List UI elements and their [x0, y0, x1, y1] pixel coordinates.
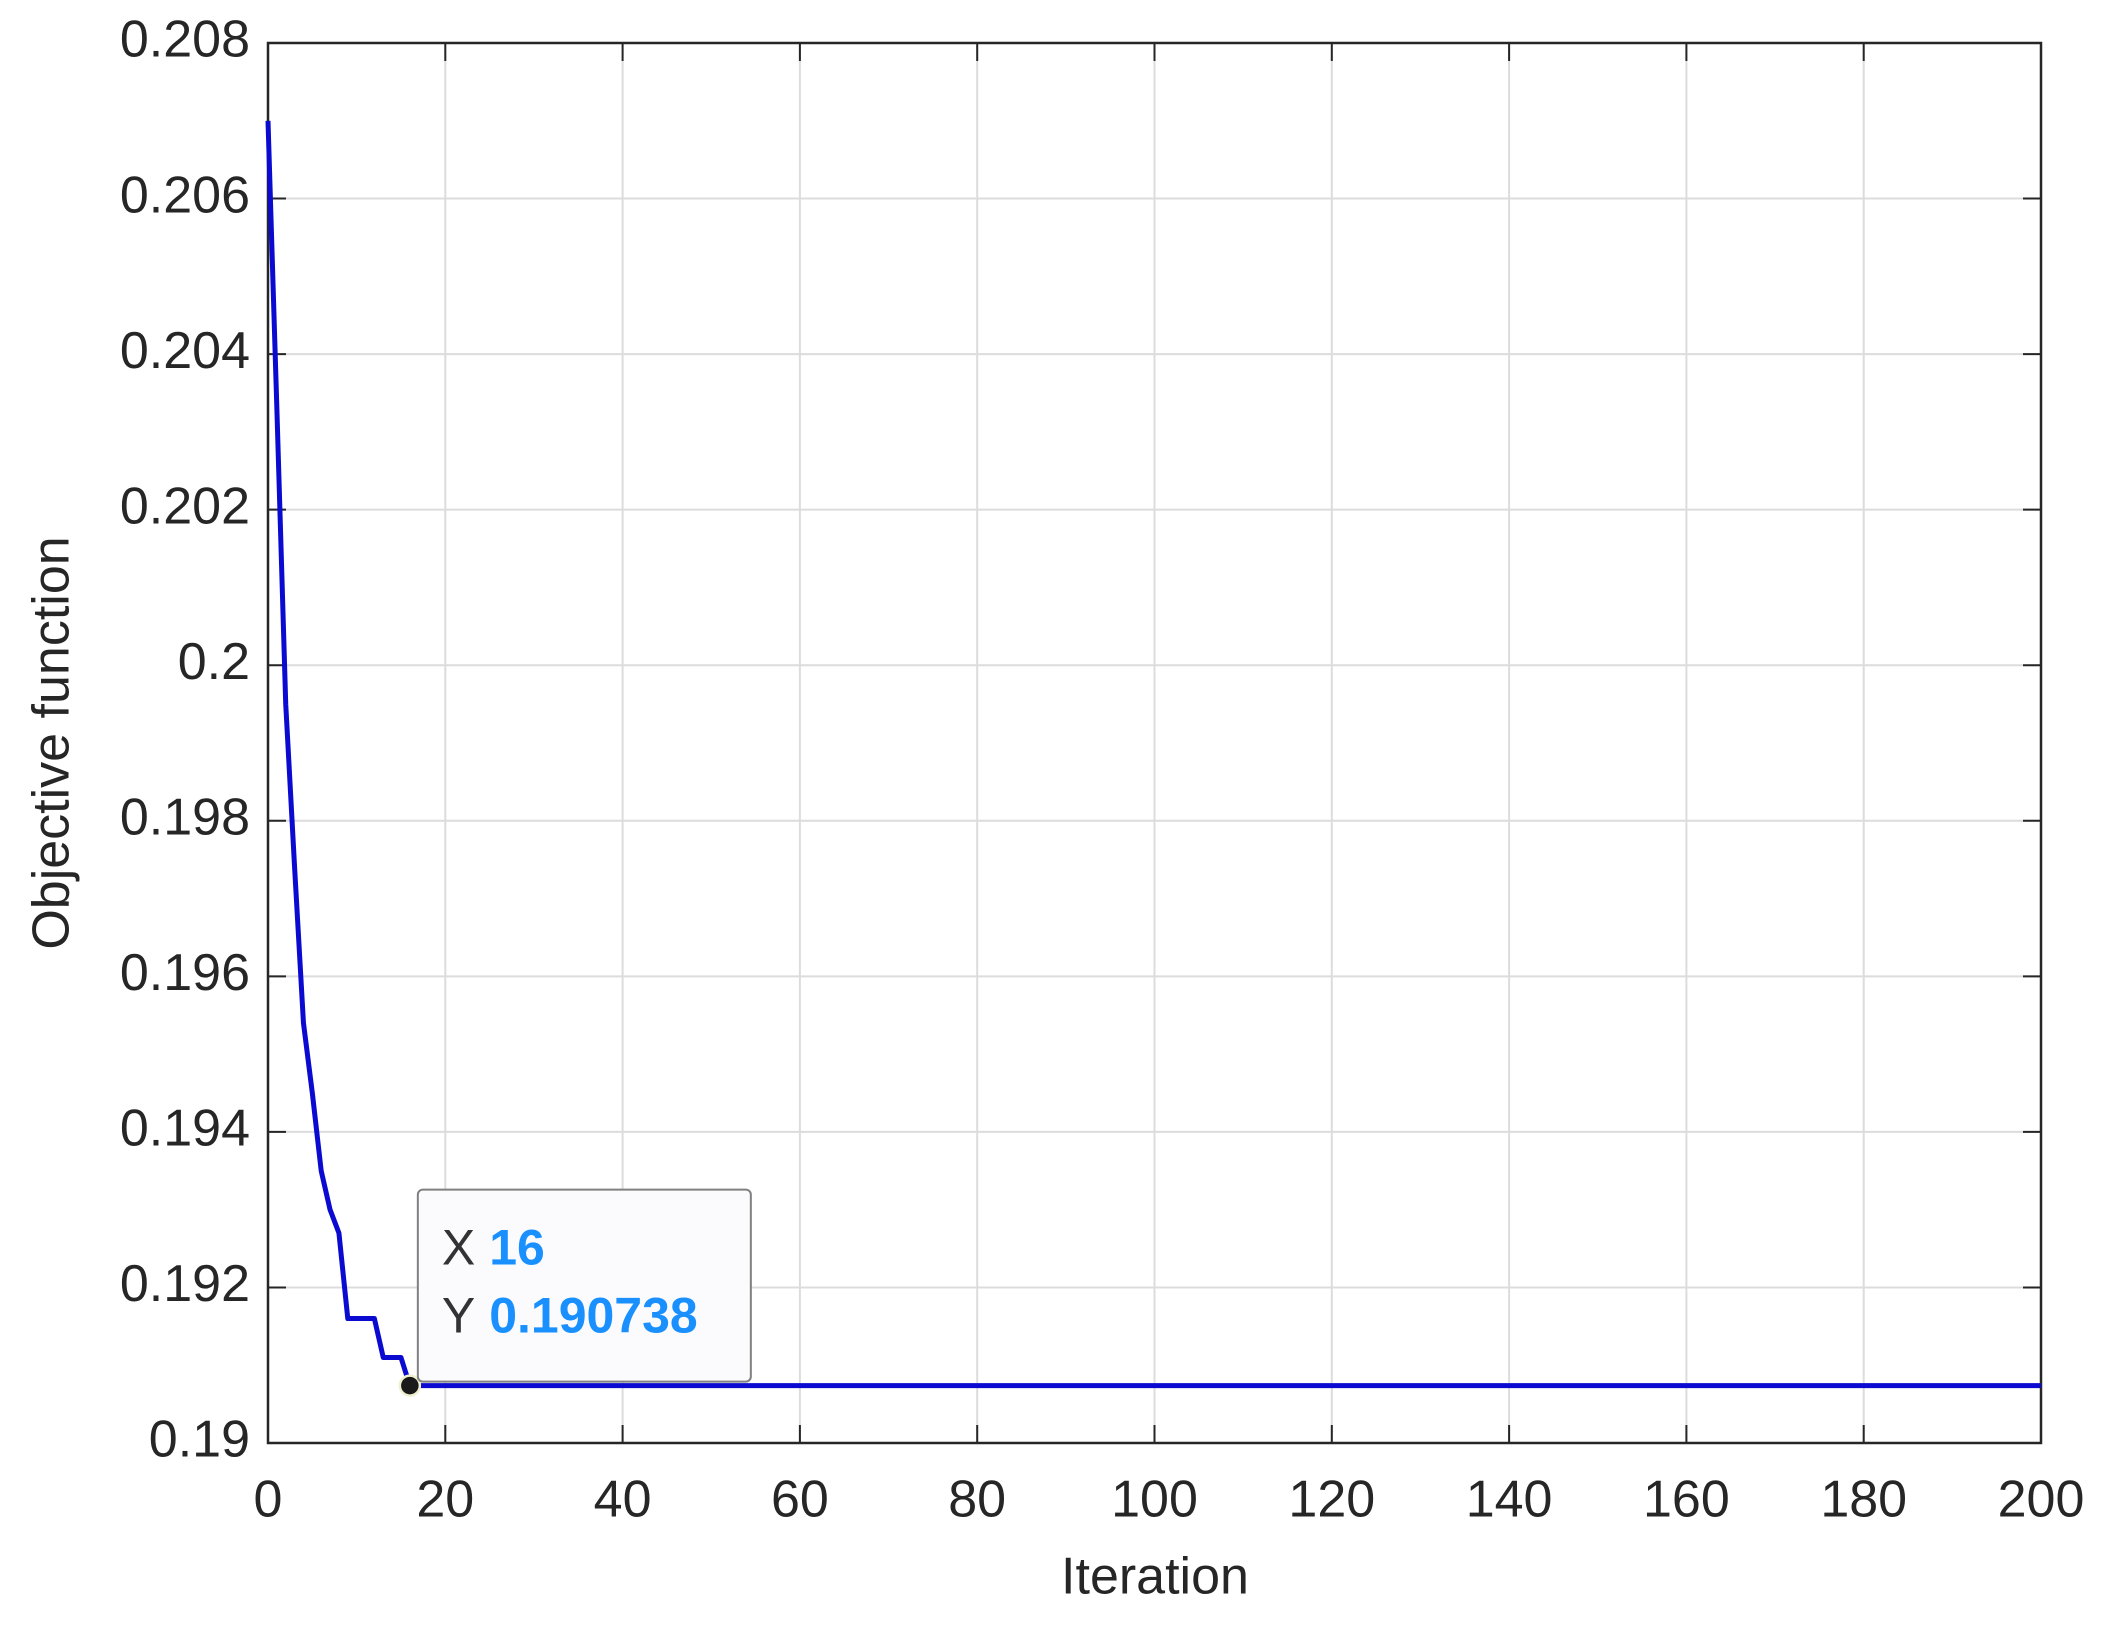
datatip-row: Y 0.190738 [442, 1288, 698, 1344]
y-tick-label: 0.208 [120, 11, 250, 69]
x-tick-label: 60 [771, 1471, 829, 1529]
datatip-row: X 16 [442, 1220, 545, 1276]
y-tick-label: 0.194 [120, 1100, 250, 1158]
plot-frame [266, 41, 2043, 1445]
datatip-box [416, 1188, 752, 1383]
x-tick-label: 100 [1111, 1471, 1198, 1529]
y-tick-label: 0.2 [178, 633, 250, 691]
x-tick-label: 80 [948, 1471, 1006, 1529]
x-tick-label: 20 [416, 1471, 474, 1529]
y-tick-label: 0.196 [120, 944, 250, 1002]
x-tick-label: 200 [1998, 1471, 2085, 1529]
x-tick-label: 160 [1643, 1471, 1730, 1529]
y-tick-label: 0.192 [120, 1255, 250, 1313]
x-tick-label: 0 [254, 1471, 283, 1529]
datatip-label: Y [442, 1288, 475, 1344]
y-tick-label: 0.19 [149, 1411, 250, 1469]
datatip-marker [398, 1374, 422, 1397]
datatip-label: X [442, 1220, 475, 1276]
x-tick-label: 140 [1466, 1471, 1553, 1529]
y-tick-label: 0.204 [120, 322, 250, 380]
x-tick-label: 180 [1820, 1471, 1907, 1529]
y-axis-label: Objective function [23, 536, 81, 949]
y-tick-label: 0.206 [120, 166, 250, 224]
x-axis-label: Iteration [1061, 1548, 1249, 1606]
data-line [265, 120, 2041, 1389]
x-tick-label: 120 [1288, 1471, 1375, 1529]
datatip-value: 16 [489, 1220, 545, 1276]
y-tick-label: 0.198 [120, 789, 250, 847]
datatip-value: 0.190738 [489, 1288, 698, 1344]
y-tick-label: 0.202 [120, 477, 250, 535]
x-tick-label: 40 [594, 1471, 652, 1529]
